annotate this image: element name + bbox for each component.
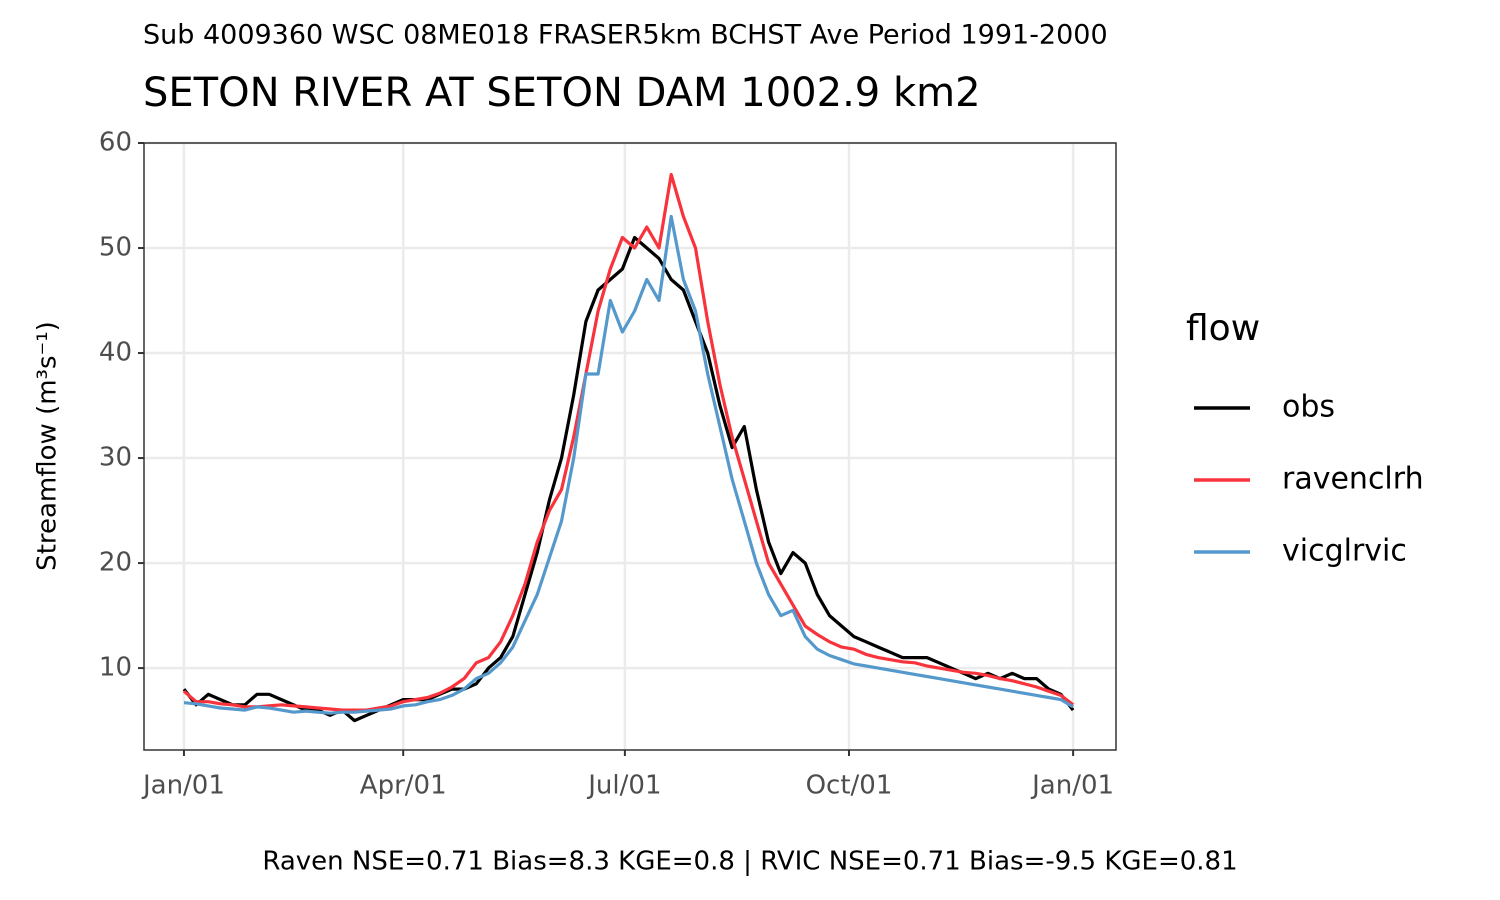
- series-line: [183, 214, 1074, 715]
- x-tick-label: Oct/01: [806, 771, 893, 801]
- x-tick-label: Apr/01: [360, 771, 447, 801]
- legend-label: obs: [1282, 390, 1335, 425]
- y-tick-label: 20: [99, 548, 132, 578]
- plot-panel: [144, 143, 1116, 750]
- y-tick-label: 50: [99, 233, 132, 263]
- y-tick-label: 40: [99, 338, 132, 368]
- series-line: [182, 172, 1075, 712]
- chart-title: SETON RIVER AT SETON DAM 1002.9 km2: [143, 70, 981, 116]
- x-tick-label: Jan/01: [1030, 771, 1114, 801]
- legend-label: vicglrvic: [1282, 534, 1407, 569]
- plot-border: [143, 142, 1117, 751]
- x-tick-label: Jul/01: [586, 771, 661, 801]
- x-tick-label: Jan/01: [141, 771, 225, 801]
- y-tick-label: 30: [99, 443, 132, 473]
- y-tick-label: 60: [99, 128, 132, 158]
- legend-title: flow: [1186, 308, 1260, 349]
- chart-subtitle: Sub 4009360 WSC 08ME018 FRASER5km BCHST …: [143, 20, 1108, 51]
- legend-label: ravenclrh: [1282, 462, 1424, 497]
- caption: Raven NSE=0.71 Bias=8.3 KGE=0.8 | RVIC N…: [262, 847, 1237, 877]
- y-tick-label: 10: [99, 653, 132, 683]
- y-axis-label: Streamflow (m³s⁻¹): [33, 321, 63, 571]
